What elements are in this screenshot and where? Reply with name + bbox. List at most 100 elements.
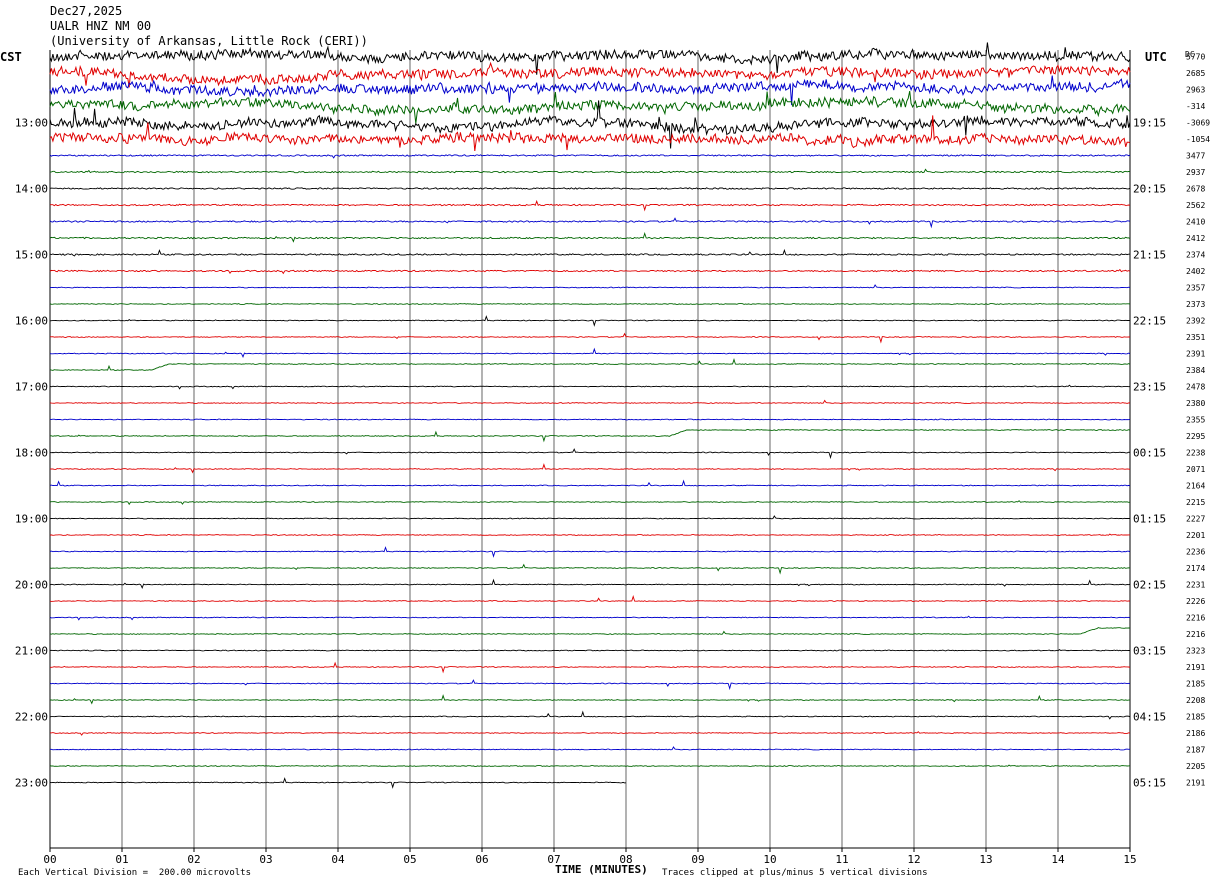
utc-hour-label: 20:15 [1133, 183, 1166, 196]
trace-line [49, 649, 1130, 652]
trace-line [49, 533, 1130, 536]
dc-offset-label: 2392 [1186, 317, 1205, 326]
dc-offset-label: 2186 [1186, 729, 1205, 738]
trace-line [49, 75, 1131, 106]
trace-line [49, 578, 1131, 589]
dc-offset-label: 2678 [1186, 185, 1205, 194]
trace-line [49, 168, 1131, 174]
trace-line [49, 90, 1131, 124]
cst-hour-label: 20:00 [15, 579, 48, 592]
dc-offset-label: 2231 [1186, 581, 1205, 590]
trace-line [49, 268, 1131, 275]
trace-line [50, 661, 1131, 674]
dc-label: DC [1185, 50, 1195, 59]
trace-line [50, 694, 1131, 705]
trace-line [49, 199, 1131, 212]
x-tick-label: 14 [1051, 853, 1065, 866]
cst-hour-label: 21:00 [15, 645, 48, 658]
trace-line [50, 746, 1131, 751]
trace-line [49, 615, 1131, 621]
cst-hour-label: 17:00 [15, 381, 48, 394]
cst-hour-label: 19:00 [15, 513, 48, 526]
dc-offset-label: 2236 [1186, 548, 1205, 557]
trace-line [49, 232, 1131, 243]
dc-offset-label: 2391 [1186, 350, 1205, 359]
dc-offset-label: 2937 [1186, 168, 1205, 177]
x-tick-label: 11 [835, 853, 848, 866]
trace-line [49, 448, 1131, 460]
dc-offset-label: 2412 [1186, 234, 1205, 243]
dc-offset-label: 2410 [1186, 218, 1205, 227]
header-date: Dec27,2025 [50, 4, 123, 18]
dc-offset-label: 2562 [1186, 201, 1205, 210]
trace-line [49, 357, 1131, 371]
trace-line [49, 479, 1131, 487]
dc-offset-label: 2215 [1186, 498, 1205, 507]
x-tick-label: 13 [979, 853, 992, 866]
trace-line [49, 248, 1131, 257]
trace-line [49, 731, 1131, 736]
trace-line [49, 500, 1131, 506]
x-tick-label: 12 [907, 853, 920, 866]
trace-line [49, 594, 1131, 602]
trace-line [49, 777, 627, 789]
trace-line [49, 315, 1131, 327]
dc-offset-label: 5770 [1186, 53, 1205, 62]
trace-line [49, 284, 1131, 289]
dc-offset-label: 2380 [1186, 399, 1205, 408]
utc-hour-label: 00:15 [1133, 447, 1166, 460]
utc-hour-label: 23:15 [1133, 381, 1166, 394]
footer-clip-note: Traces clipped at plus/minus 5 vertical … [662, 868, 928, 878]
x-tick-label: 04 [331, 853, 345, 866]
dc-offset-label: 2357 [1186, 284, 1205, 293]
cst-hour-label: 14:00 [15, 183, 48, 196]
dc-offset-label: 2185 [1186, 680, 1205, 689]
dc-offset-label: 2355 [1186, 416, 1205, 425]
dc-offset-label: 2351 [1186, 333, 1205, 342]
x-tick-label: 07 [547, 853, 560, 866]
trace-line [49, 399, 1131, 404]
utc-axis-label: UTC [1145, 50, 1167, 64]
utc-hour-label: 19:15 [1133, 117, 1166, 130]
cst-hour-label: 15:00 [15, 249, 48, 262]
cst-hour-label: 23:00 [15, 777, 48, 790]
dc-offset-label: -10545 [1186, 135, 1210, 144]
trace-line [49, 42, 1131, 75]
trace-line [49, 627, 1131, 635]
dc-offset-label: 2323 [1186, 647, 1205, 656]
dc-offset-label: 2216 [1186, 614, 1205, 623]
header-station: UALR HNZ NM 00 [50, 19, 152, 33]
trace-line [49, 463, 1131, 474]
x-axis-title: TIME (MINUTES) [555, 863, 648, 876]
trace-line [49, 546, 1131, 558]
x-tick-label: 09 [691, 853, 704, 866]
cst-axis-label: CST [0, 50, 22, 64]
dc-offset-label: 2963 [1186, 86, 1205, 95]
dc-offset-label: 2374 [1186, 251, 1205, 260]
dc-offset-label: 2402 [1186, 267, 1205, 276]
x-tick-label: 05 [403, 853, 416, 866]
utc-hour-label: 03:15 [1133, 645, 1166, 658]
dc-offset-label: 2174 [1186, 564, 1205, 573]
footer-scale: Each Vertical Division = 200.00 microvol… [18, 868, 251, 878]
utc-hour-label: 22:15 [1133, 315, 1166, 328]
dc-offset-label: 2226 [1186, 597, 1205, 606]
trace-line [49, 115, 1131, 151]
dc-offset-label: 2238 [1186, 449, 1205, 458]
dc-offset-label: 3477 [1186, 152, 1205, 161]
utc-hour-label: 21:15 [1133, 249, 1166, 262]
trace-line [49, 515, 1131, 520]
trace-line [49, 679, 1131, 691]
dc-offset-label: 2191 [1186, 779, 1205, 788]
dc-offset-label: 2164 [1186, 482, 1205, 491]
x-tick-label: 06 [475, 853, 488, 866]
trace-line [49, 303, 1131, 305]
utc-hour-label: 05:15 [1133, 777, 1166, 790]
utc-hour-label: 04:15 [1133, 711, 1166, 724]
trace-line [50, 429, 1131, 443]
dc-offset-label: 2208 [1186, 696, 1205, 705]
cst-hour-label: 16:00 [15, 315, 48, 328]
trace-line [49, 384, 1131, 390]
dc-offset-label: 2216 [1186, 630, 1205, 639]
